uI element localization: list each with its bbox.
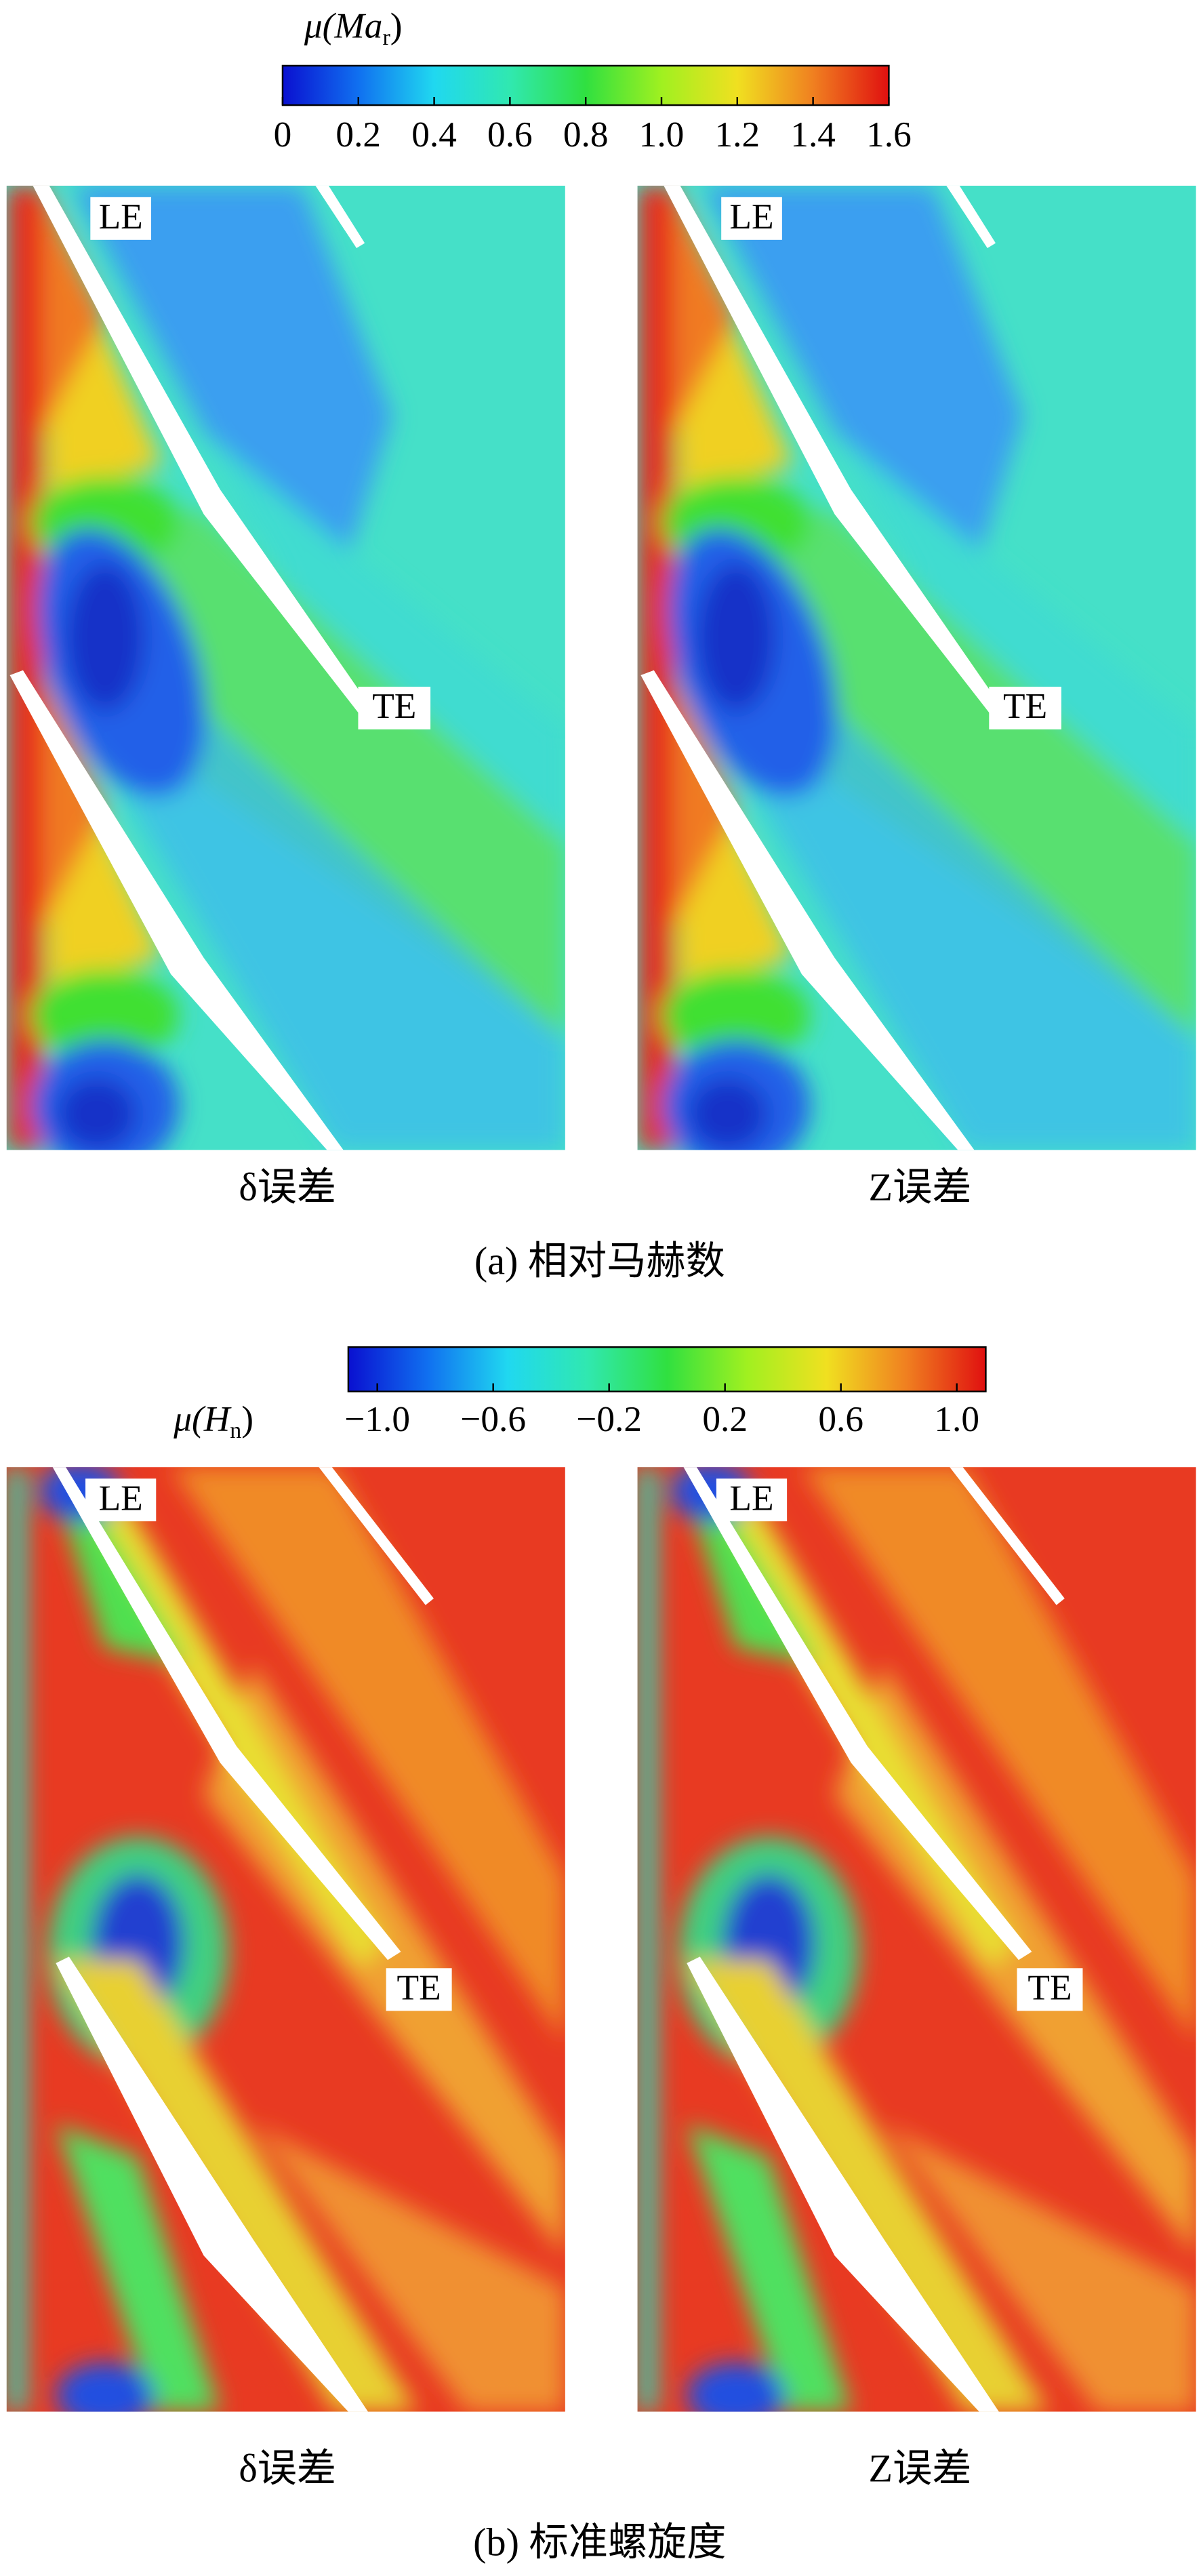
colorbar-tick-label: −1.0	[344, 1398, 410, 1439]
colorbar-tick-label: 0.6	[818, 1398, 863, 1439]
colorbar-label: μ(Hn)	[173, 1398, 253, 1443]
annotation: LE	[729, 1477, 773, 1518]
caption: (b) 标准螺旋度	[473, 2520, 726, 2564]
annotation: TE	[397, 1967, 441, 2007]
annotation: LE	[99, 1477, 143, 1518]
annotation: LE	[99, 196, 143, 237]
label-subscript: n	[230, 1418, 241, 1443]
annotation-box	[721, 197, 782, 240]
label-main: μ(Ma	[304, 5, 383, 46]
contour-panel: LE TE	[7, 1462, 565, 2428]
panel-title: Z误差	[869, 1165, 972, 1209]
colorbar-tick-label: 1.4	[790, 114, 836, 155]
colorbar-label: μ(Mar)	[304, 5, 403, 50]
annotation-box	[989, 687, 1061, 730]
annotation-box	[358, 687, 431, 730]
annotation-box	[85, 1478, 157, 1522]
annotation-box	[716, 1478, 788, 1522]
annotation: TE	[372, 685, 416, 726]
panel-title: δ误差	[239, 1165, 336, 1209]
annotation: TE	[1027, 1967, 1072, 2007]
contour-panel: LE TE	[635, 186, 1196, 1171]
annotation: LE	[729, 196, 773, 237]
annotation-box	[1017, 1968, 1083, 2011]
colorbar-tick-label: 0.6	[487, 114, 533, 155]
colorbar-tick-label: 1.0	[639, 114, 685, 155]
annotation-box	[386, 1968, 452, 2011]
label-close: )	[241, 1398, 253, 1439]
colorbar-tick-label: −0.6	[460, 1398, 526, 1439]
colorbar-tick-label: −0.2	[576, 1398, 642, 1439]
chart: 0 0.2 0.4 0.6 0.8 1.0 1.2 1.4 1.6μ(Mar)LETEδ误差LE…	[4, 5, 1196, 1283]
contour-field	[7, 1462, 565, 2428]
colorbar	[347, 1346, 987, 1392]
colorbar-tick-label: 1.0	[934, 1398, 979, 1439]
annotation: TE	[1003, 685, 1047, 726]
contour-field	[4, 186, 565, 1171]
colorbar-tick-label: 1.2	[714, 114, 760, 155]
label-subscript: r	[382, 25, 390, 50]
contour-field	[638, 1462, 1196, 2428]
colorbar-tick-label: 0.4	[411, 114, 457, 155]
label-close: )	[390, 5, 403, 46]
colorbar-tick-label: 0	[274, 114, 292, 155]
colorbar-tick-label: 0.2	[335, 114, 381, 155]
panel-title: Z误差	[869, 2447, 972, 2491]
colorbar-tick-label: 1.6	[866, 114, 912, 155]
contour-panel: LE TE	[4, 186, 565, 1171]
contour-panel: LE TE	[638, 1462, 1196, 2428]
colorbar-tick-label: 0.8	[563, 114, 609, 155]
label-main: μ(H	[173, 1398, 232, 1439]
caption: (a) 相对马赫数	[474, 1239, 725, 1283]
panel-title: δ误差	[239, 2447, 336, 2491]
colorbar-tick-label: 0.2	[702, 1398, 748, 1439]
chart: −1.0 −0.6 −0.2 0.2 0.6 1.0 μ(Hn) LE TE δ误差 LE TE Z误差…	[7, 1346, 1196, 2564]
annotation-box	[90, 197, 152, 240]
contour-field	[635, 186, 1196, 1171]
